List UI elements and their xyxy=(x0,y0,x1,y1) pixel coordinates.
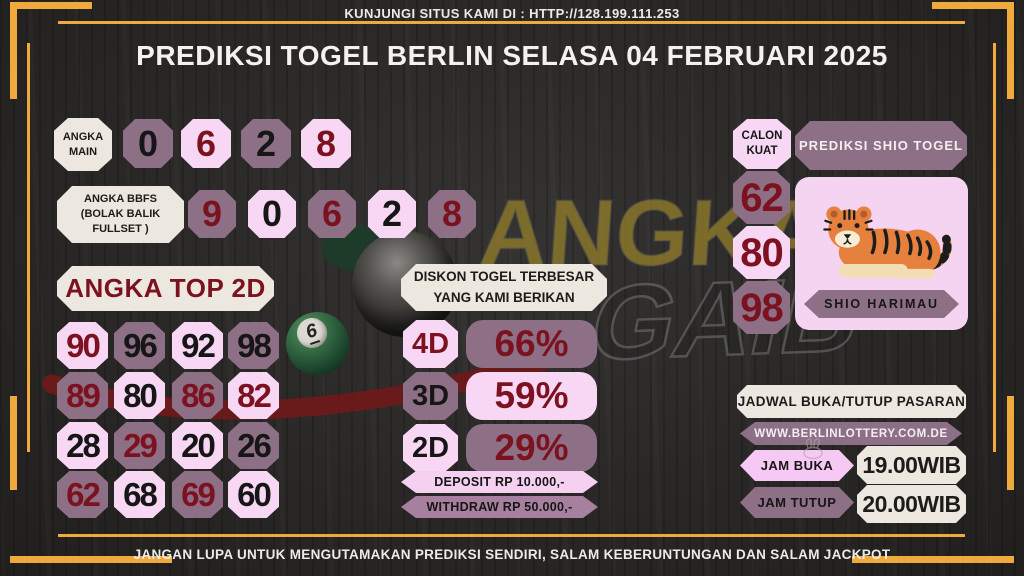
footer-note: JANGAN LUPA UNTUK MENGUTAMAKAN PREDIKSI … xyxy=(133,547,891,562)
diskon-value-4d: 66% xyxy=(466,320,597,368)
top-banner-url[interactable]: KUNJUNGI SITUS KAMI DI : HTTP://128.199.… xyxy=(344,6,680,21)
frame-corner-bottom-left xyxy=(10,556,172,563)
diskon-label-2d: 2D xyxy=(403,424,458,472)
top2d-number: 80 xyxy=(114,372,165,419)
diskon-value-2d: 29% xyxy=(466,424,597,472)
frame-bottom-rule xyxy=(58,534,965,537)
diskon-label-3d: 3D xyxy=(403,372,458,420)
angka-bbfs-digit: 2 xyxy=(368,190,416,238)
top2d-number: 29 xyxy=(114,422,165,469)
shio-number: 80 xyxy=(733,226,790,279)
open-time-value: 19.00WIB xyxy=(857,446,966,484)
angka-bbfs-digit: 6 xyxy=(308,190,356,238)
frame-right-rule xyxy=(993,43,996,452)
rabbit-doodle-icon xyxy=(803,438,823,460)
website-banner[interactable]: WWW.BERLINLOTTERY.COM.DE xyxy=(740,422,962,445)
frame-top-rule xyxy=(58,21,965,24)
top2d-number: 28 xyxy=(57,422,108,469)
frame-corner-top-left xyxy=(10,2,92,9)
top2d-number: 20 xyxy=(172,422,223,469)
angka-main-digit: 2 xyxy=(241,119,291,168)
top2d-number: 89 xyxy=(57,372,108,419)
frame-corner-top-right xyxy=(932,2,1014,9)
frame-corner-bottom-left-v xyxy=(10,396,17,490)
diskon-label-4d: 4D xyxy=(403,320,458,368)
shio-number: 98 xyxy=(733,281,790,334)
angka-main-badge: ANGKA MAIN xyxy=(54,118,112,171)
angka-bbfs-digit: 9 xyxy=(188,190,236,238)
diskon-value-3d: 59% xyxy=(466,372,597,420)
frame-corner-bottom-right-v xyxy=(1007,396,1014,490)
top2d-number: 26 xyxy=(228,422,279,469)
top2d-number: 96 xyxy=(114,322,165,369)
top2d-number: 90 xyxy=(57,322,108,369)
angka-bbfs-badge: ANGKA BBFS (BOLAK BALIK FULLSET ) xyxy=(57,186,184,243)
shio-animal-pill: SHIO HARIMAU xyxy=(804,290,959,318)
angka-bbfs-digit: 0 xyxy=(248,190,296,238)
shio-card: SHIO HARIMAU xyxy=(795,177,968,330)
angka-bbfs-digit: 8 xyxy=(428,190,476,238)
angka-main-digit: 0 xyxy=(123,119,173,168)
top2d-number: 82 xyxy=(228,372,279,419)
frame-corner-top-right-v xyxy=(1007,2,1014,99)
top2d-number: 60 xyxy=(228,471,279,518)
page-title: PREDIKSI TOGEL BERLIN SELASA 04 FEBRUARI… xyxy=(136,40,888,71)
six-ball-number: 6 xyxy=(303,319,321,346)
close-time-label: JAM TUTUP xyxy=(740,487,854,518)
top2d-number: 68 xyxy=(114,471,165,518)
frame-corner-top-left-v xyxy=(10,2,17,99)
diskon-badge: DISKON TOGEL TERBESAR YANG KAMI BERIKAN xyxy=(401,264,607,311)
angka-main-digit: 6 xyxy=(181,119,231,168)
top2d-number: 62 xyxy=(57,471,108,518)
angka-main-digit: 8 xyxy=(301,119,351,168)
tiger-illustration xyxy=(823,206,952,279)
open-time-label: JAM BUKA xyxy=(740,450,854,481)
withdraw-banner: WITHDRAW RP 50.000,- xyxy=(401,496,598,518)
six-ball-number-circle: 6 xyxy=(293,314,331,352)
six-ball-decor: 6 xyxy=(286,312,349,375)
deposit-banner: DEPOSIT RP 10.000,- xyxy=(401,471,598,493)
angka-top-2d-badge: ANGKA TOP 2D xyxy=(57,266,274,311)
frame-corner-bottom-right xyxy=(852,556,1014,563)
calon-kuat-badge: CALON KUAT xyxy=(733,119,791,169)
top2d-number: 98 xyxy=(228,322,279,369)
schedule-title-banner: JADWAL BUKA/TUTUP PASARAN xyxy=(737,385,966,418)
top2d-number: 92 xyxy=(172,322,223,369)
shio-number: 62 xyxy=(733,171,790,224)
top2d-number: 86 xyxy=(172,372,223,419)
frame-left-rule xyxy=(27,43,30,452)
shio-title-banner: PREDIKSI SHIO TOGEL xyxy=(795,121,967,170)
top2d-number: 69 xyxy=(172,471,223,518)
close-time-value: 20.00WIB xyxy=(857,485,966,523)
